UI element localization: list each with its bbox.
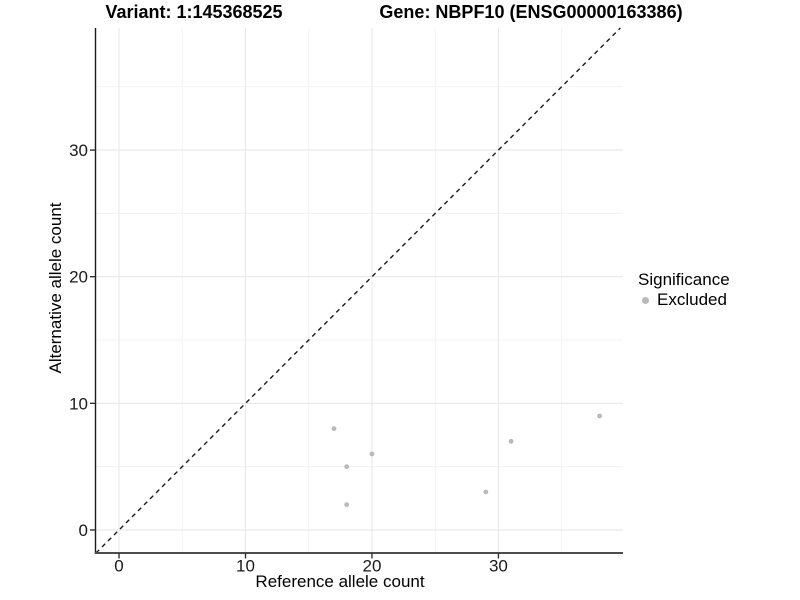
axis-ticks [90, 149, 500, 559]
data-point [344, 464, 350, 470]
data-points [331, 413, 603, 508]
axis-tick-labels: 0 10 20 30 0 10 20 30 [69, 141, 508, 575]
plot-title-variant: Variant: 1:145368525 [105, 2, 283, 22]
data-point [331, 426, 337, 432]
x-tick-label: 20 [362, 557, 381, 576]
y-axis-title: Alternative allele count [46, 202, 65, 374]
y-tick-label: 30 [69, 141, 88, 160]
data-point [369, 451, 375, 457]
y-tick-label: 20 [69, 268, 88, 287]
grid-minor [95, 28, 623, 553]
excluded-point-icon [642, 296, 649, 304]
legend-title: Significance [638, 270, 730, 289]
identity-line [95, 27, 621, 554]
y-tick-label: 0 [79, 521, 88, 540]
x-tick-label: 0 [114, 557, 123, 576]
y-tick-label: 10 [69, 394, 88, 413]
data-point [597, 413, 603, 419]
x-tick-label: 30 [489, 557, 508, 576]
legend-item-label: Excluded [657, 290, 727, 309]
x-tick-label: 10 [236, 557, 255, 576]
legend-item-excluded: Excluded [638, 290, 730, 310]
grid-major [95, 28, 623, 553]
x-axis-title: Reference allele count [255, 572, 425, 591]
legend: Significance Excluded [638, 270, 730, 310]
data-point [508, 438, 514, 444]
plot-title-gene: Gene: NBPF10 (ENSG00000163386) [379, 2, 683, 22]
data-point [344, 502, 350, 508]
data-point [483, 489, 489, 495]
